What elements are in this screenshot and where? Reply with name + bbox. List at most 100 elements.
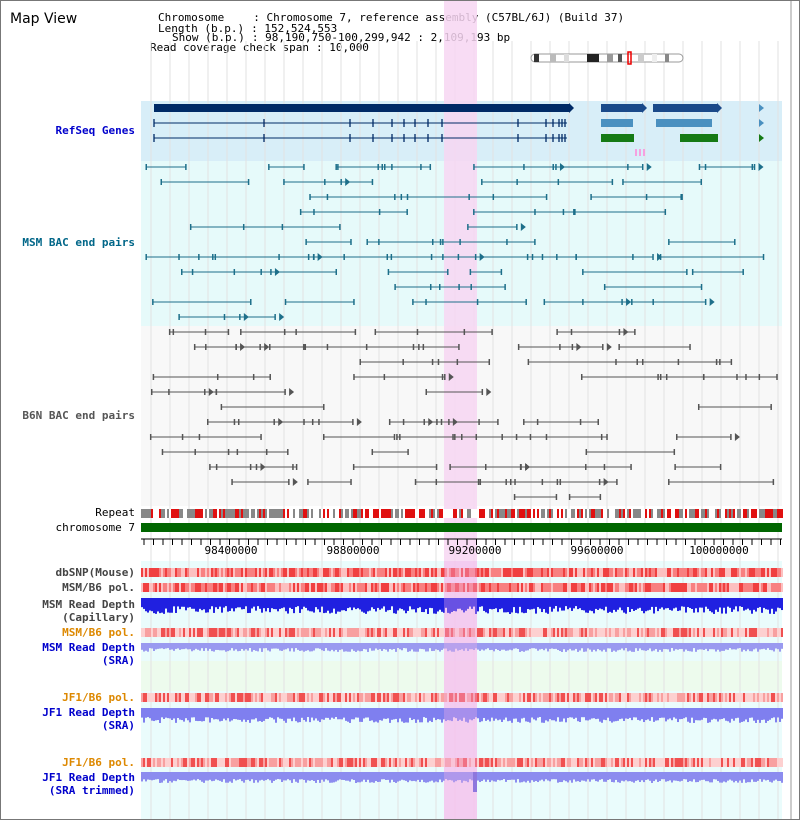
jf1-b6-pol-trimmed-heat-cell: [327, 758, 329, 767]
msm-b6-pol-sra-heat-cell: [425, 628, 427, 637]
msm-depth-sra-bar: [459, 643, 461, 650]
jf1-b6-pol-trimmed-heat-cell: [535, 758, 537, 767]
jf1-depth-trimmed-bar: [709, 772, 711, 783]
repeat-segment: [147, 509, 149, 518]
msm-b6-pol-heat-cell: [193, 583, 195, 592]
jf1-depth-trimmed-bar: [443, 772, 445, 781]
jf1-b6-pol-heat-cell: [563, 693, 565, 702]
msm-depth-capillary-bar: [663, 598, 665, 610]
dbsnp-heat-cell: [511, 568, 513, 577]
jf1-depth-trimmed-bar: [373, 772, 375, 783]
msm-depth-capillary-bar: [163, 598, 165, 614]
repeat-segment: [485, 509, 487, 518]
msm-b6-pol-heat-cell: [559, 583, 561, 592]
dbsnp-heat-cell: [713, 568, 715, 577]
msm-depth-capillary-bar: [207, 598, 209, 613]
msm-depth-capillary-bar: [557, 598, 559, 612]
ideogram-band: [564, 54, 569, 62]
msm-b6-pol-heat-cell: [495, 583, 497, 592]
msm-depth-sra-bar: [765, 643, 767, 650]
jf1-depth-trimmed-bar: [579, 772, 581, 782]
jf1-b6-pol-heat-cell: [321, 693, 323, 702]
repeat-segment: [209, 509, 211, 518]
jf1-b6-pol-heat-cell: [651, 693, 653, 702]
msm-depth-sra-bar: [431, 643, 433, 652]
jf1-b6-pol-heat-cell: [465, 693, 467, 702]
msm-b6-pol-heat-cell: [751, 583, 753, 592]
msm-b6-pol-sra-heat-cell: [223, 628, 225, 637]
msm-depth-capillary-bar: [643, 598, 645, 614]
jf1-depth-trimmed-bar: [503, 772, 505, 780]
length-info-row: Length (b.p.): 152,524,553: [158, 23, 337, 35]
repeat-segment: [421, 509, 423, 518]
jf1-b6-pol-trimmed-heat-cell: [265, 758, 267, 767]
jf1-depth-sra-bar: [629, 708, 631, 718]
jf1-depth-sra-bar: [663, 708, 665, 718]
jf1-depth-trimmed-bar: [199, 772, 201, 781]
msm-b6-pol-heat-cell: [649, 583, 651, 592]
msm-b6-pol-heat-cell: [505, 583, 507, 592]
jf1-depth-trimmed-bar: [771, 772, 773, 783]
dbsnp-heat-cell: [733, 568, 735, 577]
msm-depth-sra-bar: [755, 643, 757, 649]
jf1-depth-sra-bar: [225, 708, 227, 721]
msm-b6-pol-heat-cell: [343, 583, 345, 592]
repeat-segment: [667, 509, 669, 518]
msm-b6-pol-sra-heat-cell: [477, 628, 479, 637]
msm-depth-capillary-bar: [633, 598, 635, 611]
repeat-segment: [263, 509, 265, 518]
msm-b6-pol-sra-heat-cell: [257, 628, 259, 637]
msm-depth-capillary-bar: [303, 598, 305, 607]
msm-b6-pol-heat-cell: [555, 583, 557, 592]
msm-depth-sra-bar: [169, 643, 171, 650]
jf1-depth-trimmed-bar: [649, 772, 651, 781]
jf1-depth-trimmed-bar: [337, 772, 339, 781]
msm-depth-capillary-bar: [145, 598, 147, 612]
msm-depth-sra-bar: [517, 643, 519, 649]
msm-b6-pol-sra-heat-cell: [195, 628, 197, 637]
jf1-depth-sra-bar: [609, 708, 611, 722]
jf1-depth-trimmed-bar: [377, 772, 379, 783]
dbsnp-heat-cell: [435, 568, 437, 577]
jf1-b6-pol-trimmed-heat-cell: [617, 758, 619, 767]
repeat-segment: [455, 509, 457, 518]
jf1-depth-sra-bar: [499, 708, 501, 720]
msm-depth-sra-bar: [685, 643, 687, 650]
msm-b6-pol-heat-cell: [177, 583, 179, 592]
msm-b6-pol-heat-cell: [615, 583, 617, 592]
repeat-segment: [561, 509, 563, 518]
jf1-depth-trimmed-bar: [315, 772, 317, 783]
jf1-depth-sra-bar: [697, 708, 699, 721]
jf1-b6-pol-trimmed-heat-cell: [723, 758, 725, 767]
msm-depth-sra-bar: [579, 643, 581, 651]
jf1-b6-pol-trimmed-heat-cell: [505, 758, 507, 767]
msm-b6-pol-heat-cell: [249, 583, 251, 592]
msm-b6-pol-sra-heat-cell: [637, 628, 639, 637]
msm-depth-sra-bar: [695, 643, 697, 652]
msm-depth-sra-bar: [333, 643, 335, 652]
jf1-depth-trimmed-bar: [477, 772, 479, 781]
jf1-b6-pol-trimmed-heat-cell: [499, 758, 501, 767]
jf1-depth-sra-bar: [673, 708, 675, 718]
dbsnp-heat-cell: [451, 568, 453, 577]
msm-depth-sra-bar: [173, 643, 175, 651]
msm-b6-pol-heat-cell: [143, 583, 145, 592]
jf1-depth-sra-bar: [691, 708, 693, 718]
jf1-b6-pol-heat-cell: [623, 693, 625, 702]
ruler-tick-label: 100000000: [689, 544, 749, 557]
jf1-b6-pol-heat-cell: [239, 693, 241, 702]
repeat-segment: [435, 509, 437, 518]
msm-depth-capillary-bar: [143, 598, 145, 609]
jf1-depth-sra-bar: [275, 708, 277, 723]
dbsnp-heat-cell: [367, 568, 369, 577]
jf1-b6-pol-trimmed-heat-cell: [653, 758, 655, 767]
dbsnp-heat-cell: [661, 568, 663, 577]
msm-depth-sra-bar: [659, 643, 661, 650]
jf1-depth-sra-bar: [547, 708, 549, 722]
jf1-b6-pol-trimmed-heat-cell: [379, 758, 381, 767]
msm-depth-sra-bar: [307, 643, 309, 651]
msm-depth-sra-bar: [273, 643, 275, 649]
msm-depth-capillary-bar: [607, 598, 609, 613]
repeat-segment: [303, 509, 305, 518]
